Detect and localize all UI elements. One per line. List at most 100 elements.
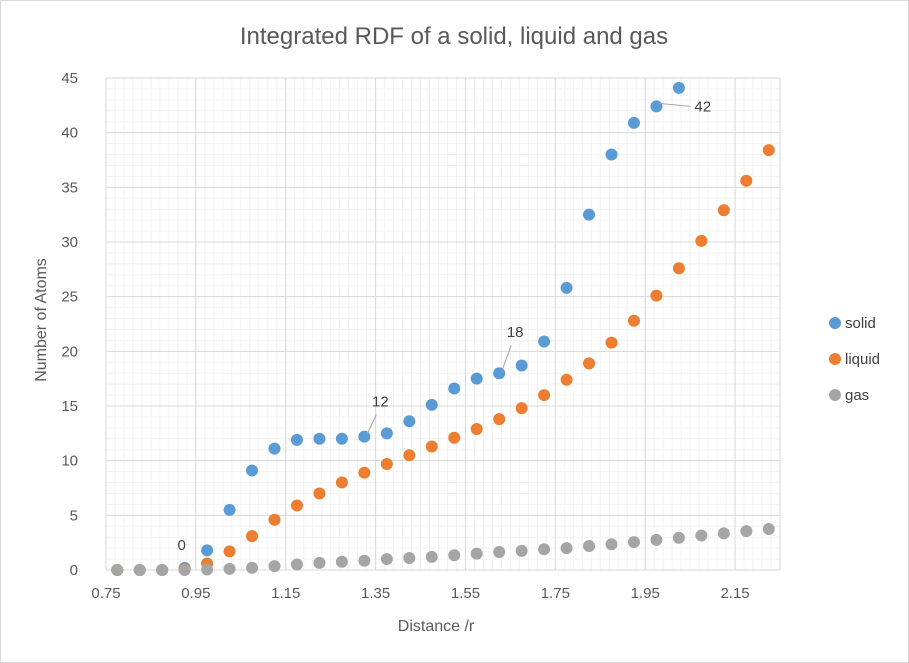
liquid-point [493, 413, 506, 426]
liquid-point [740, 174, 753, 187]
gas-point [695, 529, 708, 542]
liquid-point [335, 476, 348, 489]
solid-point [425, 398, 438, 411]
data-label: 18 [507, 324, 524, 341]
gas-point [380, 553, 393, 566]
solid-point [335, 432, 348, 445]
tick-labels: 0.75 0.95 1.15 1.35 1.55 1.75 1.95 2.15 0 5 10 15 20… [61, 70, 749, 602]
chart-title: Integrated RDF of a solid, liquid and ga… [240, 23, 668, 50]
liquid-point [605, 336, 618, 349]
solid-point [627, 116, 640, 129]
legend-label-gas: gas [845, 387, 869, 404]
solid-point [448, 382, 461, 395]
liquid-point [627, 314, 640, 327]
liquid-point [762, 144, 775, 157]
y-tick-label: 30 [61, 234, 78, 251]
gas-point [290, 558, 303, 571]
legend-marker-solid [829, 317, 841, 329]
x-tick-label: 1.55 [451, 585, 480, 602]
solid-point [538, 335, 551, 348]
data-label: 42 [694, 98, 711, 115]
gas-point [627, 536, 640, 549]
liquid-point [425, 440, 438, 453]
gas-point [538, 543, 551, 556]
gas-point [672, 531, 685, 544]
liquid-point [268, 513, 281, 526]
liquid-point [290, 499, 303, 512]
liquid-point [560, 373, 573, 386]
gas-point [493, 545, 506, 558]
gas-point [740, 525, 753, 538]
x-tick-label: 1.15 [271, 585, 300, 602]
gas-point [515, 544, 528, 557]
y-axis-title: Number of Atoms [33, 258, 50, 382]
liquid-point [403, 449, 416, 462]
x-tick-label: 2.15 [720, 585, 749, 602]
y-tick-label: 45 [61, 70, 78, 87]
x-tick-label: 0.95 [181, 585, 210, 602]
data-label-leader [659, 102, 691, 107]
liquid-point [223, 545, 236, 558]
gas-point [178, 564, 191, 576]
data-label: 12 [372, 394, 389, 411]
solid-point [201, 544, 214, 557]
solid-point [672, 81, 685, 94]
y-tick-label: 0 [70, 562, 78, 579]
y-tick-label: 10 [61, 453, 78, 470]
gas-point [403, 551, 416, 564]
solid-point [583, 208, 596, 221]
x-tick-label: 1.75 [541, 585, 570, 602]
solid-point [268, 442, 281, 455]
y-tick-label: 15 [61, 398, 78, 415]
y-tick-label: 20 [61, 343, 78, 360]
gas-point [583, 539, 596, 552]
solid-point [560, 281, 573, 294]
gas-point [201, 563, 214, 576]
major-gridlines [105, 77, 781, 571]
minor-gridlines [105, 77, 781, 571]
x-tick-label: 1.35 [361, 585, 390, 602]
solid-point [605, 148, 618, 161]
liquid-point [717, 204, 730, 217]
solid-point [290, 433, 303, 446]
liquid-point [246, 530, 259, 543]
y-tick-label: 40 [61, 125, 78, 142]
gas-point [156, 564, 169, 576]
gas-point [133, 564, 146, 576]
gas-point [650, 533, 663, 546]
solid-point [403, 415, 416, 428]
liquid-point [470, 422, 483, 435]
legend-label-solid: solid [845, 315, 876, 332]
solid-point [470, 372, 483, 385]
gas-point [560, 542, 573, 555]
liquid-point [695, 234, 708, 247]
data-label: 0 [177, 537, 185, 554]
solid-point [493, 367, 506, 380]
data-labels: 0 12 18 42 [177, 98, 711, 553]
data-label-leader [501, 345, 512, 371]
solid-point [358, 430, 371, 443]
liquid-point [583, 357, 596, 370]
y-tick-label: 5 [70, 507, 78, 524]
solid-point [380, 427, 393, 440]
legend-label-liquid: liquid [845, 351, 880, 368]
y-tick-label: 35 [61, 179, 78, 196]
gas-point [111, 564, 124, 576]
gas-point [268, 560, 281, 573]
gas-point [335, 555, 348, 568]
solid-point [515, 359, 528, 372]
legend: solid liquid gas [829, 315, 880, 404]
gas-point [313, 556, 326, 569]
solid-point [246, 464, 259, 477]
gas-point [223, 562, 236, 575]
legend-marker-gas [829, 389, 841, 401]
data-label-leader [366, 414, 377, 434]
gas-point [246, 561, 259, 574]
solid-point [313, 432, 326, 445]
gas-point [448, 549, 461, 562]
liquid-point [380, 457, 393, 470]
liquid-point [672, 262, 685, 275]
data-points [111, 81, 775, 576]
gas-point [605, 538, 618, 551]
liquid-point [538, 389, 551, 402]
